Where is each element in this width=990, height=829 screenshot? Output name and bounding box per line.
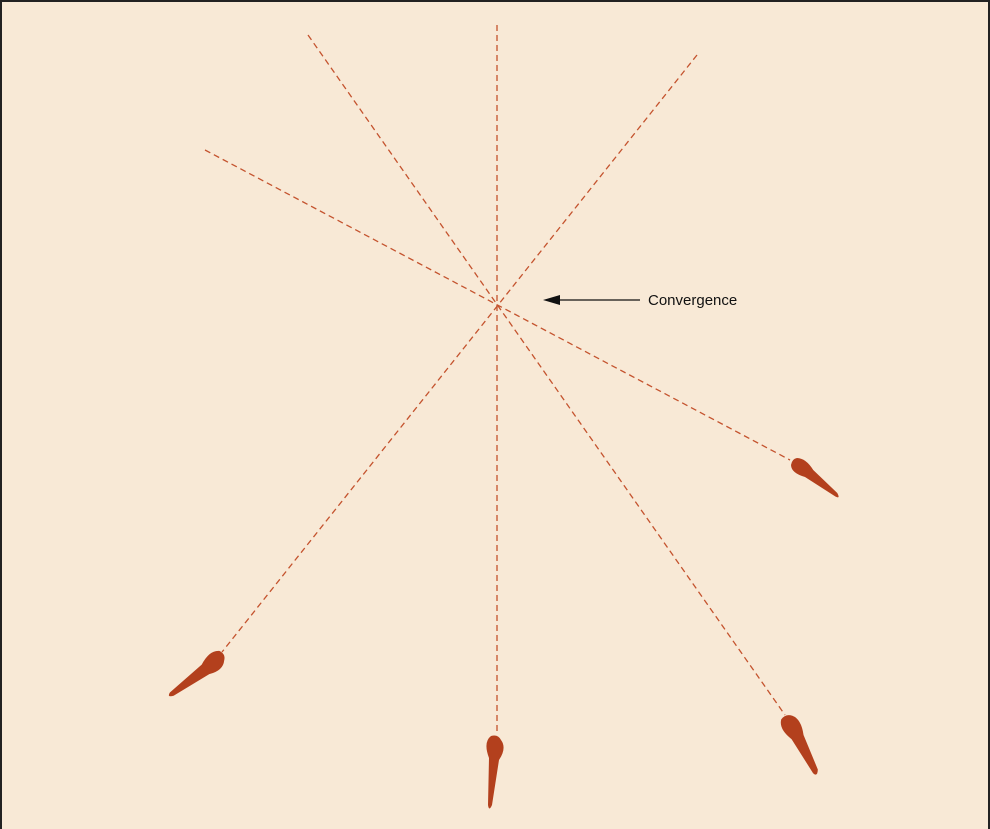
convergence-label: Convergence <box>648 292 737 309</box>
diagram: Convergence <box>0 0 990 829</box>
page: {"annotation": {"label": "Convergence"}}… <box>0 0 990 829</box>
frame <box>1 1 989 829</box>
